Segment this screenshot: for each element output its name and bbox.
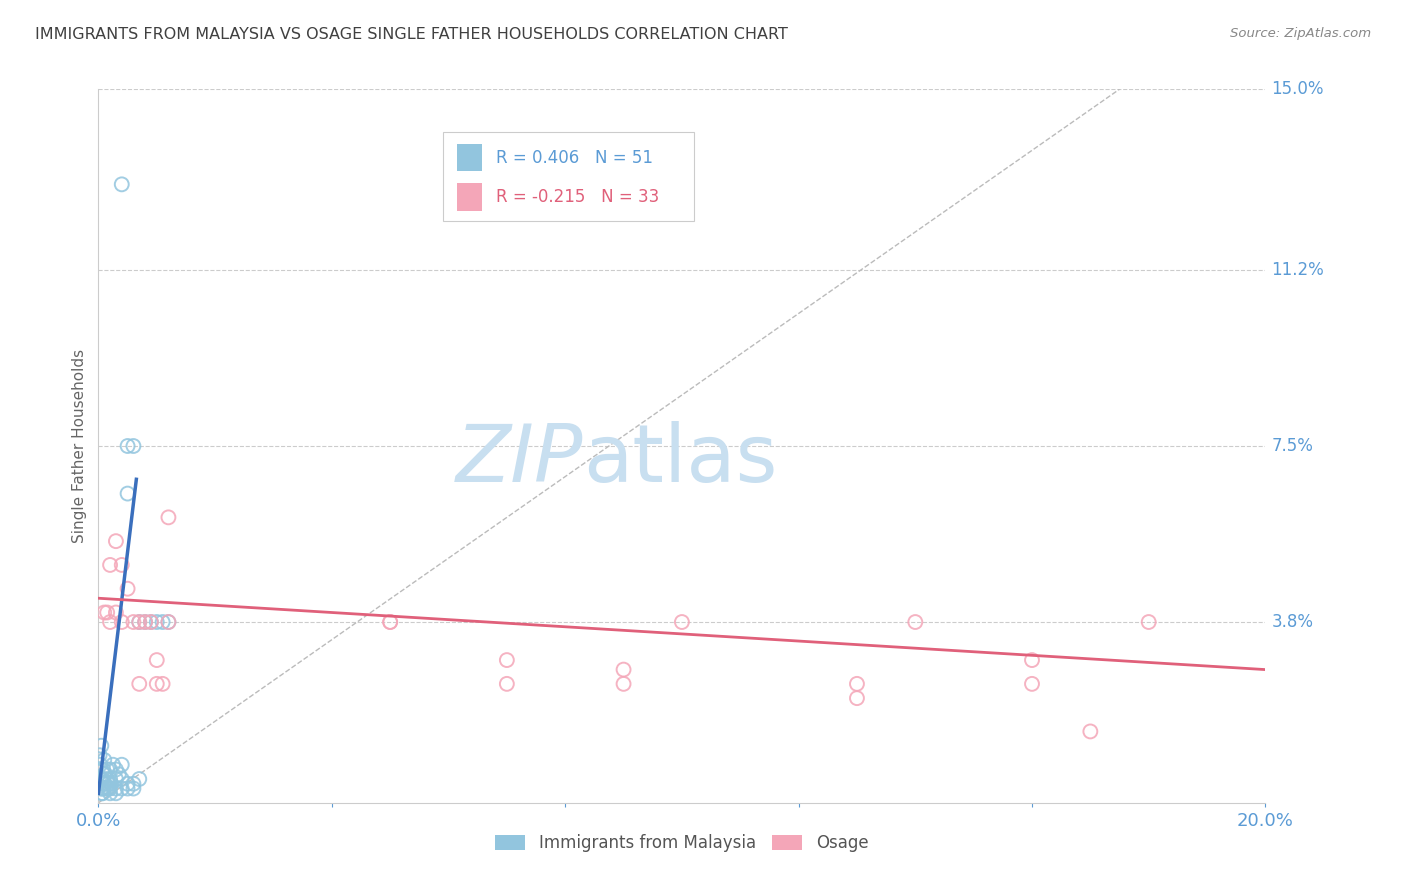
Bar bbox=[457, 184, 482, 211]
Point bbox=[104, 786, 127, 800]
Point bbox=[93, 777, 115, 791]
Point bbox=[846, 691, 869, 706]
Point bbox=[128, 677, 150, 691]
Point bbox=[96, 606, 118, 620]
Point bbox=[90, 739, 112, 753]
Point bbox=[846, 677, 869, 691]
Point bbox=[90, 772, 112, 786]
Point bbox=[122, 777, 145, 791]
Point bbox=[128, 615, 150, 629]
Point bbox=[122, 781, 145, 796]
Point bbox=[91, 763, 114, 777]
Point bbox=[139, 615, 162, 629]
Point bbox=[89, 757, 111, 772]
Y-axis label: Single Father Households: Single Father Households bbox=[72, 349, 87, 543]
Point bbox=[111, 757, 134, 772]
Point bbox=[117, 582, 139, 596]
Bar bbox=[457, 145, 482, 171]
Point bbox=[93, 606, 115, 620]
Point bbox=[91, 786, 114, 800]
Point bbox=[98, 558, 121, 572]
Point bbox=[90, 786, 112, 800]
Point bbox=[108, 767, 131, 781]
Point bbox=[380, 615, 402, 629]
Point bbox=[90, 781, 112, 796]
Text: IMMIGRANTS FROM MALAYSIA VS OSAGE SINGLE FATHER HOUSEHOLDS CORRELATION CHART: IMMIGRANTS FROM MALAYSIA VS OSAGE SINGLE… bbox=[35, 27, 787, 42]
Point bbox=[128, 615, 150, 629]
Point bbox=[96, 772, 118, 786]
Point bbox=[117, 777, 139, 791]
Point bbox=[111, 781, 134, 796]
Point bbox=[93, 753, 115, 767]
Point bbox=[152, 615, 174, 629]
Point bbox=[117, 486, 139, 500]
Point bbox=[111, 615, 134, 629]
Point bbox=[94, 767, 117, 781]
Point bbox=[157, 615, 180, 629]
Point bbox=[117, 439, 139, 453]
Text: Source: ZipAtlas.com: Source: ZipAtlas.com bbox=[1230, 27, 1371, 40]
Point bbox=[146, 677, 169, 691]
Point bbox=[128, 772, 150, 786]
Point bbox=[671, 615, 693, 629]
Point bbox=[1021, 677, 1043, 691]
Point bbox=[94, 777, 117, 791]
Text: R = -0.215   N = 33: R = -0.215 N = 33 bbox=[496, 188, 659, 206]
Point bbox=[122, 615, 145, 629]
Point bbox=[93, 767, 115, 781]
Text: atlas: atlas bbox=[582, 421, 778, 500]
Point bbox=[146, 653, 169, 667]
Point bbox=[117, 781, 139, 796]
Point bbox=[122, 439, 145, 453]
Point bbox=[91, 772, 114, 786]
Point bbox=[496, 653, 519, 667]
Point bbox=[104, 763, 127, 777]
Text: 7.5%: 7.5% bbox=[1271, 437, 1313, 455]
Point bbox=[97, 781, 120, 796]
Point bbox=[104, 606, 127, 620]
Point bbox=[111, 178, 134, 192]
Point bbox=[496, 677, 519, 691]
Point bbox=[98, 772, 121, 786]
Point bbox=[98, 615, 121, 629]
Point bbox=[98, 763, 121, 777]
Point bbox=[612, 677, 634, 691]
Legend: Immigrants from Malaysia, Osage: Immigrants from Malaysia, Osage bbox=[489, 828, 875, 859]
Point bbox=[1021, 653, 1043, 667]
Point bbox=[1080, 724, 1102, 739]
Text: 11.2%: 11.2% bbox=[1271, 261, 1324, 279]
Point bbox=[96, 763, 118, 777]
Point bbox=[98, 786, 121, 800]
Point bbox=[157, 615, 180, 629]
Point bbox=[97, 781, 120, 796]
Point bbox=[612, 663, 634, 677]
Point bbox=[904, 615, 927, 629]
Point bbox=[89, 748, 111, 763]
Point bbox=[1137, 615, 1160, 629]
Point bbox=[90, 781, 112, 796]
Point bbox=[104, 534, 127, 549]
Point bbox=[93, 781, 115, 796]
Point bbox=[94, 781, 117, 796]
Text: R = 0.406   N = 51: R = 0.406 N = 51 bbox=[496, 149, 654, 167]
Point bbox=[97, 777, 120, 791]
Point bbox=[98, 781, 121, 796]
Point bbox=[146, 615, 169, 629]
Point bbox=[101, 757, 124, 772]
Point bbox=[380, 615, 402, 629]
Point bbox=[139, 615, 162, 629]
Text: 3.8%: 3.8% bbox=[1271, 613, 1313, 631]
Point bbox=[134, 615, 156, 629]
FancyBboxPatch shape bbox=[443, 132, 693, 221]
Point bbox=[104, 781, 127, 796]
Point bbox=[157, 510, 180, 524]
Point bbox=[100, 777, 122, 791]
Point bbox=[111, 558, 134, 572]
Point bbox=[111, 772, 134, 786]
Text: 15.0%: 15.0% bbox=[1271, 80, 1323, 98]
Point bbox=[104, 772, 127, 786]
Text: ZIP: ZIP bbox=[456, 421, 582, 500]
Point bbox=[134, 615, 156, 629]
Point bbox=[152, 677, 174, 691]
